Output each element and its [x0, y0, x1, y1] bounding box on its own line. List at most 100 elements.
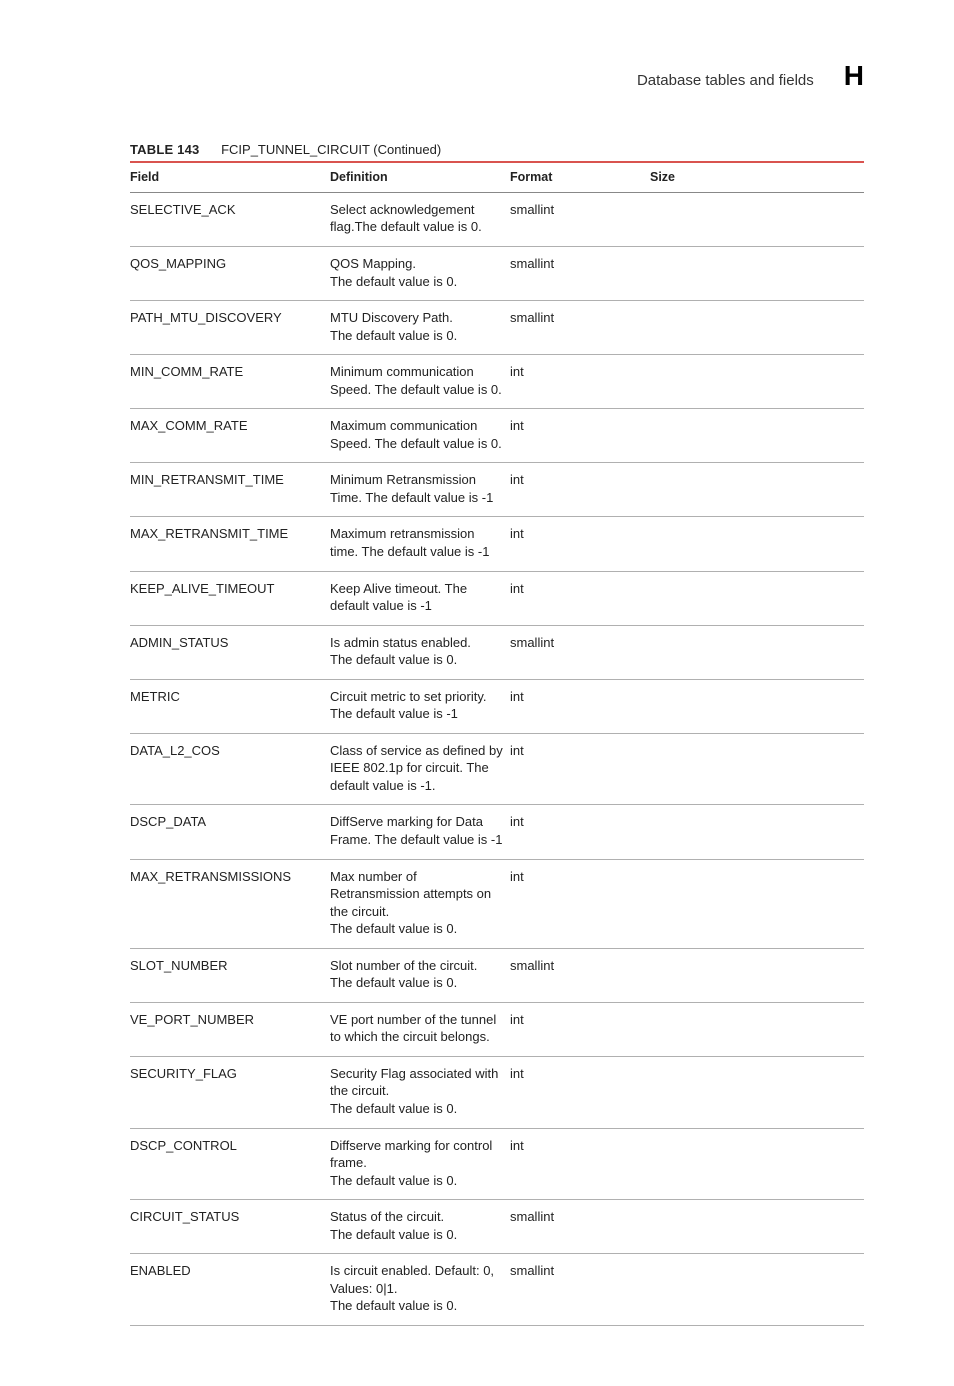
cell-definition: Circuit metric to set priority.The defau…: [330, 679, 510, 733]
cell-field: ADMIN_STATUS: [130, 625, 330, 679]
cell-definition: Minimum communication Speed. The default…: [330, 355, 510, 409]
table-body: SELECTIVE_ACKSelect acknowledgement flag…: [130, 192, 864, 1325]
cell-definition: Status of the circuit.The default value …: [330, 1200, 510, 1254]
table-caption-number: TABLE 143: [130, 142, 199, 157]
cell-size: [650, 571, 864, 625]
cell-format: int: [510, 679, 650, 733]
table-row: KEEP_ALIVE_TIMEOUTKeep Alive timeout. Th…: [130, 571, 864, 625]
col-definition: Definition: [330, 162, 510, 192]
cell-field: ENABLED: [130, 1254, 330, 1326]
cell-field: DSCP_CONTROL: [130, 1128, 330, 1200]
col-field: Field: [130, 162, 330, 192]
cell-field: SELECTIVE_ACK: [130, 192, 330, 246]
cell-size: [650, 192, 864, 246]
table-row: ADMIN_STATUSIs admin status enabled.The …: [130, 625, 864, 679]
cell-size: [650, 1056, 864, 1128]
cell-size: [650, 1200, 864, 1254]
cell-definition: Is circuit enabled. Default: 0, Values: …: [330, 1254, 510, 1326]
cell-field: DATA_L2_COS: [130, 733, 330, 805]
cell-format: int: [510, 517, 650, 571]
table-row: VE_PORT_NUMBERVE port number of the tunn…: [130, 1002, 864, 1056]
cell-size: [650, 517, 864, 571]
table-row: MAX_RETRANSMIT_TIMEMaximum retransmissio…: [130, 517, 864, 571]
header-section-title: Database tables and fields: [637, 72, 814, 89]
cell-format: smallint: [510, 1200, 650, 1254]
cell-format: int: [510, 1002, 650, 1056]
table-header: Field Definition Format Size: [130, 162, 864, 192]
table-caption: TABLE 143 FCIP_TUNNEL_CIRCUIT (Continued…: [90, 142, 864, 157]
cell-size: [650, 246, 864, 300]
page: Database tables and fields H TABLE 143 F…: [0, 0, 954, 1386]
cell-definition: Maximum communication Speed. The default…: [330, 409, 510, 463]
table-row: SELECTIVE_ACKSelect acknowledgement flag…: [130, 192, 864, 246]
cell-size: [650, 463, 864, 517]
cell-definition: VE port number of the tunnel to which th…: [330, 1002, 510, 1056]
cell-field: MAX_RETRANSMISSIONS: [130, 859, 330, 948]
cell-definition: Is admin status enabled.The default valu…: [330, 625, 510, 679]
cell-size: [650, 733, 864, 805]
cell-field: QOS_MAPPING: [130, 246, 330, 300]
cell-definition: Maximum retransmission time. The default…: [330, 517, 510, 571]
cell-field: METRIC: [130, 679, 330, 733]
table-row: MAX_RETRANSMISSIONSMax number of Retrans…: [130, 859, 864, 948]
cell-size: [650, 409, 864, 463]
cell-size: [650, 625, 864, 679]
table-row: MIN_COMM_RATEMinimum communication Speed…: [130, 355, 864, 409]
header-appendix-letter: H: [844, 60, 864, 92]
cell-format: smallint: [510, 948, 650, 1002]
cell-size: [650, 805, 864, 859]
cell-definition: Diffserve marking for control frame.The …: [330, 1128, 510, 1200]
cell-field: CIRCUIT_STATUS: [130, 1200, 330, 1254]
cell-definition: Security Flag associated with the circui…: [330, 1056, 510, 1128]
schema-table: Field Definition Format Size SELECTIVE_A…: [130, 161, 864, 1326]
cell-format: int: [510, 409, 650, 463]
table-row: MAX_COMM_RATEMaximum communication Speed…: [130, 409, 864, 463]
table-header-row: Field Definition Format Size: [130, 162, 864, 192]
cell-field: VE_PORT_NUMBER: [130, 1002, 330, 1056]
cell-format: smallint: [510, 192, 650, 246]
cell-size: [650, 355, 864, 409]
cell-definition: QOS Mapping.The default value is 0.: [330, 246, 510, 300]
table-row: METRICCircuit metric to set priority.The…: [130, 679, 864, 733]
cell-format: smallint: [510, 625, 650, 679]
cell-definition: Max number of Retransmission attempts on…: [330, 859, 510, 948]
cell-field: MAX_COMM_RATE: [130, 409, 330, 463]
cell-format: int: [510, 355, 650, 409]
cell-format: int: [510, 733, 650, 805]
table-row: SLOT_NUMBERSlot number of the circuit.Th…: [130, 948, 864, 1002]
table-caption-name: FCIP_TUNNEL_CIRCUIT (Continued): [221, 142, 441, 157]
cell-field: SLOT_NUMBER: [130, 948, 330, 1002]
cell-field: SECURITY_FLAG: [130, 1056, 330, 1128]
cell-format: int: [510, 805, 650, 859]
table-row: MIN_RETRANSMIT_TIMEMinimum Retransmissio…: [130, 463, 864, 517]
running-header: Database tables and fields H: [90, 60, 864, 92]
cell-format: int: [510, 1056, 650, 1128]
cell-format: int: [510, 1128, 650, 1200]
col-format: Format: [510, 162, 650, 192]
table-row: DATA_L2_COSClass of service as defined b…: [130, 733, 864, 805]
cell-size: [650, 301, 864, 355]
table-row: PATH_MTU_DISCOVERYMTU Discovery Path.The…: [130, 301, 864, 355]
cell-format: smallint: [510, 1254, 650, 1326]
col-size: Size: [650, 162, 864, 192]
cell-size: [650, 1128, 864, 1200]
cell-definition: Slot number of the circuit.The default v…: [330, 948, 510, 1002]
cell-size: [650, 1254, 864, 1326]
table-row: SECURITY_FLAGSecurity Flag associated wi…: [130, 1056, 864, 1128]
table-row: DSCP_CONTROLDiffserve marking for contro…: [130, 1128, 864, 1200]
cell-field: KEEP_ALIVE_TIMEOUT: [130, 571, 330, 625]
cell-definition: DiffServe marking for Data Frame. The de…: [330, 805, 510, 859]
cell-format: int: [510, 859, 650, 948]
cell-definition: Class of service as defined by IEEE 802.…: [330, 733, 510, 805]
table-row: QOS_MAPPINGQOS Mapping.The default value…: [130, 246, 864, 300]
cell-field: MIN_COMM_RATE: [130, 355, 330, 409]
cell-field: DSCP_DATA: [130, 805, 330, 859]
cell-format: smallint: [510, 301, 650, 355]
cell-definition: Minimum Retransmission Time. The default…: [330, 463, 510, 517]
cell-definition: Select acknowledgement flag.The default …: [330, 192, 510, 246]
cell-format: smallint: [510, 246, 650, 300]
cell-format: int: [510, 571, 650, 625]
cell-size: [650, 859, 864, 948]
cell-definition: MTU Discovery Path.The default value is …: [330, 301, 510, 355]
cell-field: PATH_MTU_DISCOVERY: [130, 301, 330, 355]
